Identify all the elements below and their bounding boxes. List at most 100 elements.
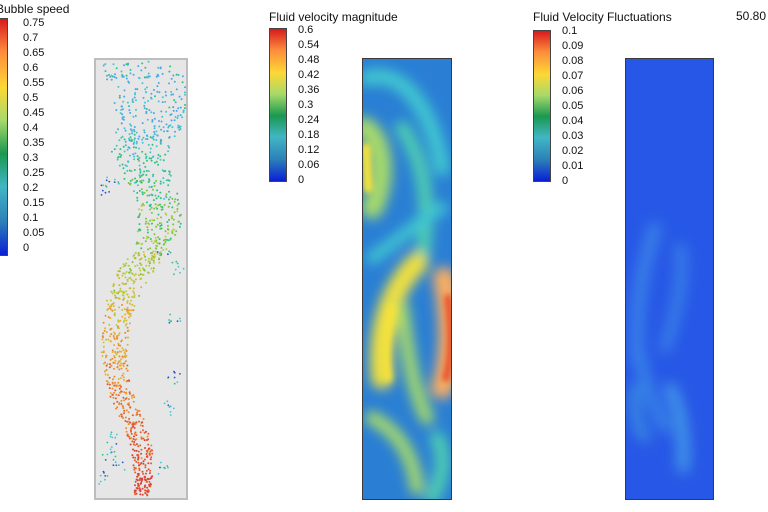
bubble: [139, 171, 142, 174]
bubble: [128, 437, 131, 440]
bubble: [149, 208, 152, 211]
tick-label: 0.4: [23, 122, 39, 134]
bubble: [135, 421, 138, 424]
bubble: [131, 414, 134, 417]
bubble: [144, 101, 146, 104]
bubble: [102, 350, 105, 353]
tick-label: 0.1: [23, 212, 39, 224]
bubble: [122, 376, 125, 379]
bubble: [158, 238, 161, 241]
bubble: [134, 265, 137, 268]
bubble: [124, 420, 127, 422]
bubble: [144, 464, 147, 467]
bubble: [144, 153, 147, 156]
bubble: [108, 387, 111, 390]
bubble: [118, 415, 121, 418]
bubble: [167, 239, 170, 242]
bubble: [145, 430, 147, 433]
bubble: [136, 196, 139, 199]
bubble: [169, 251, 172, 254]
bubble: [116, 406, 119, 409]
bubble: [133, 294, 136, 297]
bubble: [110, 431, 113, 434]
bubble: [152, 173, 155, 176]
bubble: [131, 273, 134, 275]
bubble: [146, 194, 149, 197]
bubble: [152, 199, 155, 202]
bubble: [129, 443, 132, 446]
bubble: [145, 469, 148, 472]
bubble: [117, 325, 119, 328]
bubble: [160, 110, 163, 113]
bubble: [149, 247, 152, 250]
bubble: [133, 396, 136, 399]
bubble: [116, 158, 119, 161]
bubble: [111, 387, 114, 390]
bubble: [108, 191, 110, 193]
bubble: [148, 223, 151, 226]
bubble: [155, 244, 158, 247]
bubble: [129, 136, 132, 139]
bubble: [105, 185, 108, 188]
bubble: [134, 471, 137, 474]
bubble: [128, 391, 131, 394]
bubble: [108, 73, 110, 76]
bubble: [116, 400, 119, 403]
bubble: [174, 101, 177, 104]
bubble: [113, 384, 116, 387]
bubble: [142, 236, 145, 239]
bubble: [103, 329, 106, 332]
bubble: [142, 179, 145, 182]
bubble: [138, 156, 141, 159]
bubble: [152, 259, 155, 262]
bubble: [134, 408, 137, 411]
bubble: [168, 202, 171, 205]
bubble: [117, 320, 120, 323]
bubble: [128, 133, 131, 136]
bubble: [117, 378, 120, 380]
bubble: [177, 202, 180, 205]
bubble: [148, 186, 151, 188]
bubble: [145, 237, 148, 240]
bubble: [119, 112, 122, 115]
bubble: [164, 238, 167, 241]
bubble: [122, 298, 125, 301]
bubble: [150, 456, 153, 459]
bubble: [129, 179, 132, 182]
bubble: [163, 130, 166, 133]
bubble: [167, 205, 170, 208]
bubble: [120, 108, 123, 111]
bubble: [143, 76, 146, 79]
bubble: [150, 462, 153, 465]
bubble: [138, 147, 140, 150]
bubble: [116, 336, 119, 339]
bubble: [144, 165, 147, 168]
bubble: [124, 283, 127, 285]
bubble: [122, 272, 125, 275]
bubble: [109, 392, 112, 394]
bubble: [160, 246, 163, 249]
bubble: [162, 177, 165, 180]
bubble: [126, 301, 129, 304]
bubble: [120, 390, 123, 393]
bubble: [133, 296, 136, 299]
bubble: [126, 280, 129, 283]
bubble: [156, 134, 158, 137]
bubble: [127, 423, 130, 426]
bubble: [144, 222, 147, 225]
bubble: [139, 477, 142, 480]
bubble: [130, 432, 133, 435]
bubble: [137, 274, 140, 277]
bubble: [125, 409, 128, 412]
bubble: [135, 443, 138, 446]
bubble: [159, 158, 162, 161]
bubble: [139, 168, 141, 171]
bubble: [132, 146, 135, 149]
bubble: [146, 135, 149, 138]
bubble: [123, 319, 126, 322]
bubble: [127, 264, 130, 267]
bubble: [141, 421, 144, 424]
bubble: [119, 364, 122, 367]
bubble: [109, 448, 112, 451]
bubble: [139, 269, 142, 272]
